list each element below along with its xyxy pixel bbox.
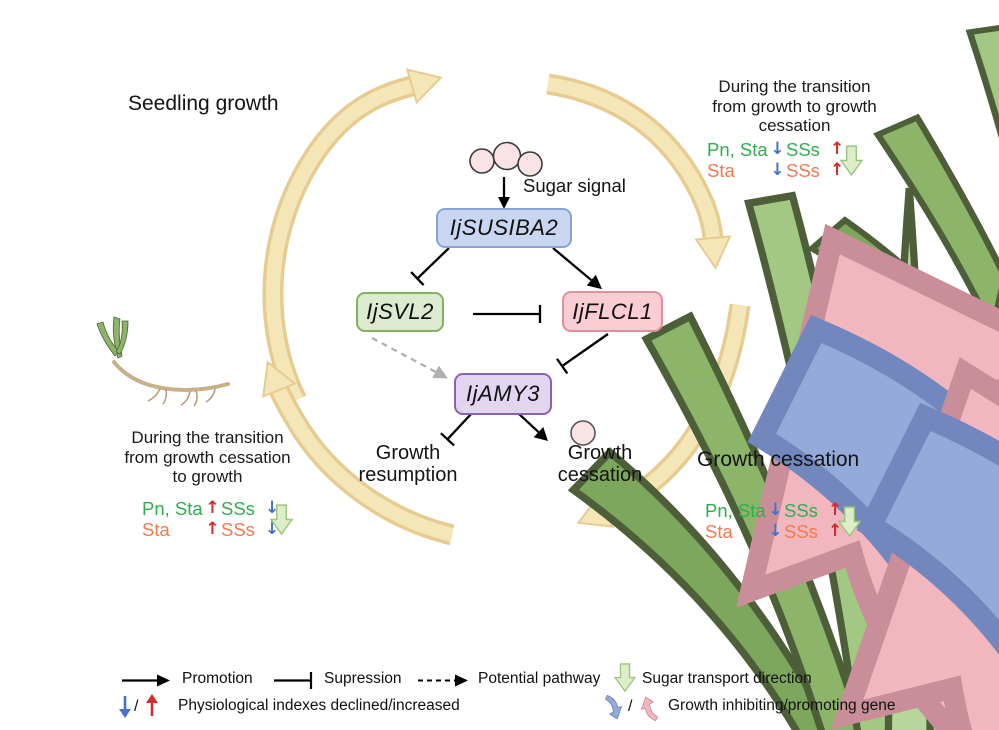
cycle-arc-left-to-top (262, 68, 443, 405)
sugar-circle-cessation (570, 420, 596, 446)
cycle-arrows (262, 68, 751, 546)
up-arrow-icon: ↑ (828, 521, 843, 541)
pathway-connectors (410, 177, 609, 447)
legend-potential-pathway-label: Potential pathway (478, 670, 601, 687)
plant-left (96, 186, 999, 730)
tbar-susiba2-to-svl2 (410, 247, 450, 286)
stat-label: SSs (784, 521, 818, 542)
down-arrow-icon: ↓ (770, 160, 785, 180)
stats-top-right: Pn, Sta ↓ SSs ↑ Sta ↓ SSs ↑ (707, 139, 844, 181)
dashed-arrow-svl2-to-amy3 (371, 336, 448, 379)
down-arrow-icon: ↓ (770, 139, 785, 159)
gene-box-susiba2: IjSUSIBA2 (436, 208, 572, 248)
arrow-sugar-to-susiba2 (498, 177, 510, 209)
sugar-transport-arrow-icon (614, 663, 636, 692)
legend-growth-genes-label: Growth inhibiting/promoting gene (668, 697, 896, 714)
up-arrow-icon: ↑ (205, 498, 220, 518)
gene-box-flcl1: IjFLCL1 (562, 291, 663, 332)
growth-cessation-right-label: Growth cessation (697, 448, 860, 471)
stat-label: SSs (786, 139, 820, 160)
sugar-transport-arrow-icon (840, 145, 863, 176)
stat-label: Sta (705, 521, 733, 542)
legend-slash: / (628, 698, 633, 715)
up-arrow-icon: ↑ (830, 139, 845, 159)
stat-label: Pn, Sta (707, 139, 768, 160)
gene-box-amy3: IjAMY3 (454, 373, 552, 415)
down-arrow-icon (119, 696, 131, 718)
stat-label: SSs (221, 519, 255, 540)
promoting-gene-arrow-icon (641, 696, 658, 722)
stat-label: Pn, Sta (705, 500, 766, 521)
sugar-transport-arrow-icon (270, 504, 293, 535)
legend-suppression-label: Supression (324, 670, 402, 687)
suppression-tbar-icon (274, 672, 313, 689)
inhibiting-gene-arrow-icon (605, 694, 622, 720)
sugar-circles (469, 141, 543, 177)
stats-left: Pn, Sta ↑ SSs ↓ Sta ↑ SSs ↓ (142, 498, 279, 540)
growth-resumption-label: Growth resumption (358, 442, 458, 486)
cycle-arc-bottom-to-left (262, 360, 455, 546)
transition-title-line: to growth (172, 467, 243, 486)
growth-cessation-center-label: Growth cessation (557, 442, 643, 486)
up-arrow-icon: ↑ (205, 519, 220, 539)
gene-box-svl2: IjSVL2 (356, 292, 444, 332)
transition-title-line: cessation (758, 116, 831, 135)
transition-title-line: During the transition (718, 77, 871, 96)
sugar-transport-arrow-icon (838, 506, 861, 537)
down-arrow-icon: ↓ (768, 500, 783, 520)
transition-title-line: from growth cessation (124, 447, 291, 467)
stolon-sprout (96, 316, 129, 359)
up-arrow-icon: ↑ (830, 160, 845, 180)
tbar-svl2-to-flcl1 (473, 305, 542, 323)
stat-label: SSs (221, 498, 255, 519)
transition-title-line: During the transition (131, 428, 284, 447)
tbar-amy3-to-resumption (440, 412, 473, 447)
legend-physiological-label: Physiological indexes declined/increased (178, 697, 460, 714)
cycle-arc-top-to-right (546, 73, 732, 270)
legend-slash: / (134, 698, 139, 715)
seedling-growth-label: Seedling growth (128, 92, 279, 115)
arrow-amy3-to-cessation (517, 412, 548, 441)
promotion-arrow-icon (122, 674, 170, 687)
stat-label: Sta (707, 160, 735, 181)
transition-title-line: from growth to growth (712, 96, 877, 116)
transition-top-right: During the transition from growth to gro… (672, 77, 917, 136)
stat-label: SSs (786, 160, 820, 181)
up-arrow-icon (146, 694, 158, 716)
dashed-arrow-icon (418, 674, 468, 687)
up-arrow-icon: ↑ (828, 500, 843, 520)
legend-promotion-label: Promotion (182, 670, 253, 687)
stats-bottom-right: Pn, Sta ↓ SSs ↑ Sta ↓ SSs ↑ (705, 500, 842, 542)
down-arrow-icon: ↓ (265, 498, 280, 518)
down-arrow-icon: ↓ (768, 521, 783, 541)
stat-label: Pn, Sta (142, 498, 203, 519)
transition-left: During the transition from growth cessat… (100, 428, 315, 487)
legend-sugar-transport-label: Sugar transport direction (642, 670, 812, 687)
arrow-susiba2-to-flcl1 (552, 247, 603, 290)
stat-label: Sta (142, 519, 170, 540)
sugar-signal-label: Sugar signal (523, 175, 626, 196)
tbar-flcl1-to-amy3 (556, 333, 609, 375)
stat-label: SSs (784, 500, 818, 521)
